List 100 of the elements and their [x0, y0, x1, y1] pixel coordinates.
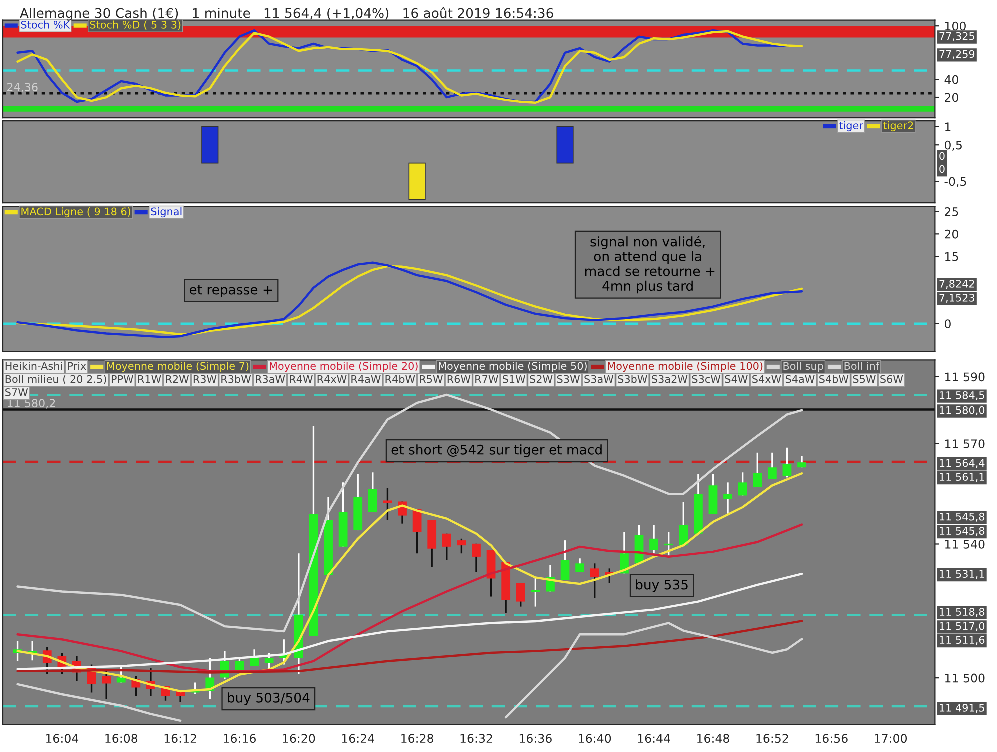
y-tick-label: 11 500 [946, 674, 985, 683]
candlestick [753, 452, 762, 488]
annotation: S4W [725, 375, 748, 384]
annotation: signal non validé, on attend que la macd se retourne + 4mn plus tard [586, 236, 715, 294]
x-tick-label: 16:20 [283, 734, 316, 744]
candlestick [576, 558, 585, 573]
candlestick [650, 524, 658, 554]
annotation: R3W [194, 375, 217, 384]
annotation: R6W [448, 375, 471, 384]
annotation: et repasse + [190, 285, 272, 298]
annotation: R1W [138, 375, 162, 384]
chart-title: Allemagne 30 Cash (1€) 1 minute 11 564,4 (+1,04%) 16 août 2019 16:54:36 [20, 8, 554, 21]
x-tick-label: 16:52 [756, 734, 788, 744]
legend-label: Boll sup [784, 362, 824, 372]
candlestick [738, 472, 748, 497]
legend-label: Moyenne mobile (Simple 100) [608, 362, 763, 372]
y-tick-label: 20 [945, 93, 958, 102]
text: 11 564,4 [940, 459, 985, 468]
x-tick-label: 16:44 [638, 734, 670, 744]
text: 7,8242 [940, 280, 974, 289]
annotation: R7W [476, 375, 498, 384]
y-tick-label: 11 590 [946, 372, 985, 382]
annotation: S7W [6, 388, 28, 396]
text: 11 517,0 [940, 622, 985, 632]
x-tick-label: 16:04 [46, 734, 79, 744]
annotation: et short @542 sur tiger et macd [392, 444, 602, 458]
annotation: R3bW [222, 375, 252, 384]
x-tick-label: 16:32 [460, 734, 492, 744]
annotation: R4xW [318, 375, 347, 384]
annotation: R5W [420, 375, 443, 384]
candlestick [782, 447, 792, 478]
legend-label: MACD Ligne ( 9 18 6) [22, 208, 131, 218]
text: 11 491,5 [940, 704, 984, 713]
ref-line-label: 24,36 [8, 83, 38, 93]
annotation: S3W [557, 375, 580, 384]
candlestick [383, 488, 392, 522]
annotation: buy 503/504 [228, 692, 310, 706]
annotation: S3bW [618, 375, 648, 384]
y-tick-label: 100 [946, 22, 966, 31]
annotation: buy 535 [636, 580, 688, 592]
annotation: Prix [68, 362, 86, 370]
y-tick-label: 25 [945, 207, 958, 216]
annotation: S1W [502, 375, 526, 384]
candlestick [472, 543, 481, 573]
annotation: S3a2W [652, 375, 688, 384]
legend-label: Signal [151, 208, 182, 218]
candlestick [590, 562, 600, 600]
candlestick [679, 502, 688, 546]
annotation: Boll milieu ( 20 2.5) [6, 375, 106, 384]
text: 11 518,8 [940, 608, 985, 618]
x-tick-label: 16:40 [579, 734, 612, 744]
x-tick-label: 16:36 [520, 734, 552, 744]
text: 11 561,1 [940, 473, 984, 482]
x-tick-label: 16:28 [402, 734, 434, 744]
annotation: R3aW [256, 375, 286, 384]
y-tick-label: 40 [944, 75, 958, 84]
legend-label: Moyenne mobile (Simple 7) [107, 362, 249, 372]
text: 11 545,8 [940, 512, 985, 522]
annotation: S5W [853, 375, 876, 384]
annotation: S3aW [584, 375, 614, 384]
text: 11 511,6 [940, 636, 985, 646]
annotation: R4aW [352, 375, 381, 384]
annotation: R4bW [386, 375, 416, 384]
legend-label: tiger2 [884, 121, 914, 132]
annotation: S2W [530, 375, 553, 384]
candlestick [457, 538, 466, 554]
candlestick [664, 531, 674, 556]
candlestick [768, 452, 777, 480]
x-tick-label: 17:00 [875, 734, 908, 744]
candlestick [724, 482, 732, 515]
candlestick [560, 540, 570, 581]
y-tick-label: 11 540 [946, 540, 985, 549]
legend-label: Moyenne mobile (Simple 50) [439, 362, 587, 372]
candlestick [442, 533, 452, 562]
x-tick-label: 16:24 [342, 734, 374, 744]
y-tick-label: -0,5 [944, 177, 966, 188]
annotation: S4aW [786, 375, 815, 384]
candlestick [531, 576, 540, 608]
legend-label: Moyenne mobile (Simple 20) [270, 362, 418, 372]
annotation: R4W [290, 375, 313, 384]
text: 11 531,1 [940, 570, 984, 580]
annotation: S4bW [820, 375, 849, 384]
y-tick-label: 0 [944, 320, 951, 329]
annotation: S6W [880, 375, 904, 384]
text: 77,259 [940, 50, 975, 60]
annotation: PPW [112, 375, 134, 384]
text: 7,1523 [940, 294, 975, 303]
y-tick-label: 0,5 [944, 140, 962, 151]
x-tick-label: 16:48 [698, 734, 730, 744]
legend-label: Stoch %K [21, 20, 70, 29]
legend-label: tiger [839, 121, 864, 132]
legend-label: Stoch %D ( 5 3 3) [90, 20, 181, 30]
annotation: Heikin-Ashi [6, 362, 62, 370]
candlestick [102, 670, 112, 700]
line-series [16, 620, 804, 674]
annotation: S4xW [752, 375, 782, 384]
legend-label: Boll inf [844, 362, 880, 370]
y-tick-label: 1 [946, 122, 951, 132]
text: 11 580,0 [940, 406, 985, 416]
annotation: R2W [166, 375, 189, 384]
